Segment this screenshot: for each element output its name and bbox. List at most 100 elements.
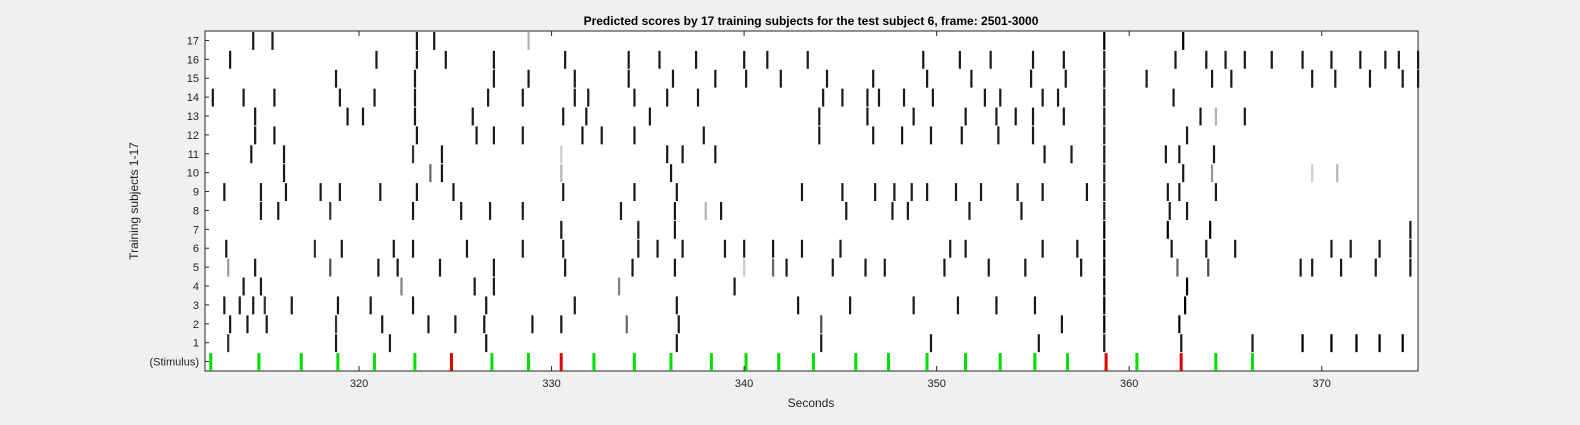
score-mark: [970, 69, 973, 88]
score-mark: [743, 258, 746, 277]
y-tick-label: 15: [187, 73, 199, 85]
score-mark: [979, 183, 983, 201]
score-mark: [1103, 315, 1106, 334]
score-mark: [1349, 239, 1352, 258]
score-mark: [1062, 50, 1065, 69]
score-mark: [465, 239, 469, 258]
score-mark: [400, 277, 403, 296]
plot-area: [204, 30, 1419, 372]
x-tick-label: 360: [1120, 378, 1138, 390]
score-mark: [454, 315, 457, 334]
score-mark: [1199, 107, 1202, 126]
score-mark: [1103, 145, 1106, 164]
score-mark: [483, 315, 486, 334]
score-mark: [560, 164, 563, 183]
score-mark: [733, 277, 736, 296]
chart-title: Predicted scores by 17 training subjects…: [584, 14, 1039, 28]
score-mark: [573, 88, 576, 107]
score-mark: [492, 69, 496, 88]
score-mark: [1031, 107, 1035, 126]
score-mark: [1103, 32, 1106, 50]
y-tick-label: 2: [193, 319, 199, 331]
score-mark: [922, 50, 925, 69]
y-tick-label: 9: [193, 187, 199, 199]
score-mark: [1359, 50, 1362, 69]
score-mark: [492, 258, 496, 277]
score-mark: [1214, 183, 1218, 201]
stimulus-mark: [1179, 353, 1183, 371]
score-mark: [1076, 239, 1079, 258]
score-mark: [669, 164, 673, 183]
stimulus-mark: [925, 353, 929, 371]
score-mark: [694, 50, 698, 69]
score-mark: [388, 334, 392, 353]
score-mark: [564, 50, 567, 69]
score-mark: [671, 69, 675, 88]
score-mark: [1031, 126, 1035, 145]
score-mark: [1103, 202, 1106, 220]
score-mark: [818, 126, 821, 145]
score-mark: [931, 88, 934, 107]
score-mark: [902, 88, 906, 107]
y-tick-label: 8: [193, 205, 199, 217]
y-tick-label: 3: [193, 300, 199, 312]
score-mark: [415, 126, 418, 145]
score-mark: [361, 107, 365, 126]
score-mark: [1417, 50, 1420, 69]
y-tick-label: 1: [193, 338, 199, 350]
score-mark: [1212, 145, 1216, 164]
score-mark: [1182, 32, 1185, 50]
y-tick-label: 16: [187, 54, 199, 66]
score-mark: [1020, 202, 1023, 220]
score-mark: [1103, 107, 1106, 126]
score-mark: [1234, 239, 1237, 258]
score-mark: [252, 296, 255, 315]
score-mark: [1103, 334, 1106, 353]
score-mark: [1251, 334, 1254, 353]
score-mark: [841, 88, 844, 107]
score-mark: [242, 88, 245, 107]
score-mark: [527, 32, 530, 50]
score-mark: [562, 107, 565, 126]
stimulus-mark: [964, 353, 968, 371]
score-mark: [334, 315, 338, 334]
score-mark: [1311, 258, 1314, 277]
score-mark: [954, 183, 958, 201]
score-mark: [1378, 334, 1381, 353]
stimulus-mark: [1250, 353, 1254, 371]
score-mark: [338, 183, 341, 201]
score-mark: [1210, 164, 1214, 183]
score-mark: [666, 88, 669, 107]
score-mark: [375, 50, 378, 69]
score-mark: [1062, 107, 1065, 126]
score-mark: [271, 32, 274, 50]
score-mark: [866, 107, 869, 126]
stimulus-mark: [372, 353, 376, 371]
score-mark: [259, 183, 263, 201]
score-mark: [259, 202, 263, 220]
score-mark: [1164, 145, 1167, 164]
score-mark: [1174, 50, 1177, 69]
stimulus-mark: [209, 353, 213, 371]
y-axis-label: Training subjects 1-17: [127, 142, 141, 260]
y-tick-label: 13: [187, 111, 199, 123]
stimulus-mark: [744, 353, 748, 371]
score-mark: [677, 315, 680, 334]
score-mark: [340, 239, 343, 258]
score-mark: [290, 296, 293, 315]
score-mark: [627, 50, 630, 69]
score-mark: [265, 315, 268, 334]
score-mark: [929, 126, 933, 145]
score-mark: [800, 239, 804, 258]
score-mark: [254, 107, 257, 126]
score-mark: [637, 220, 640, 239]
score-mark: [1041, 239, 1044, 258]
score-mark: [564, 258, 567, 277]
score-mark: [411, 239, 415, 258]
score-mark: [633, 88, 636, 107]
score-mark: [820, 334, 823, 353]
score-mark: [1056, 88, 1060, 107]
score-mark: [560, 145, 563, 164]
